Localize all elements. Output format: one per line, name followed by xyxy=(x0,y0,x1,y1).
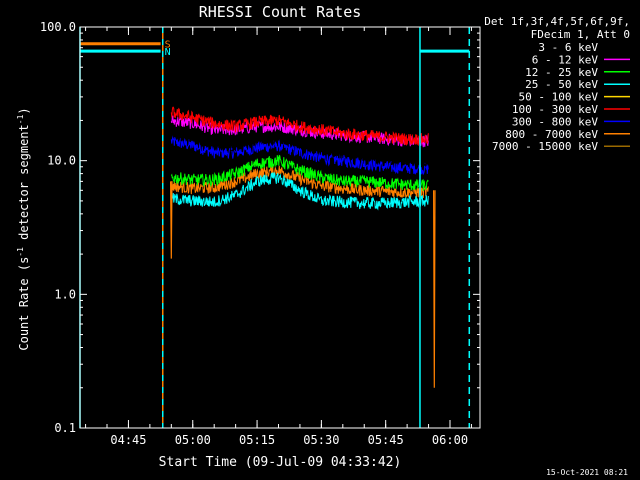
series-line xyxy=(170,135,429,176)
y-axis-label: Count Rate (s-1 detector segment-1) xyxy=(16,107,31,350)
x-tick-label: 05:15 xyxy=(239,433,275,447)
legend-label: 6 - 12 keV xyxy=(532,53,599,66)
series-layer xyxy=(170,106,436,388)
legend-header-line-2: FDecim 1, Att 0 xyxy=(531,28,630,41)
y-tick-label: 10.0 xyxy=(47,154,76,168)
series-line xyxy=(170,172,429,211)
y-axis-ticks: 0.1 1.0 10.0 100.0 xyxy=(40,20,480,435)
series-line xyxy=(170,154,429,192)
x-tick-label: 04:45 xyxy=(110,433,146,447)
legend-label: 12 - 25 keV xyxy=(525,66,598,79)
x-tick-label: 05:45 xyxy=(368,433,404,447)
y-tick-label: 0.1 xyxy=(54,421,76,435)
legend-label: 800 - 7000 keV xyxy=(505,128,598,141)
legend-header-line-1: Det 1f,3f,4f,5f,6f,9f, xyxy=(484,15,630,28)
x-tick-label: 06:00 xyxy=(432,433,468,447)
legend-label: 50 - 100 keV xyxy=(519,91,599,104)
x-axis-ticks: 04:45 05:00 05:15 05:30 05:45 06:00 xyxy=(85,27,472,447)
x-axis-label: Start Time (09-Jul-09 04:33:42) xyxy=(159,455,402,470)
x-tick-label: 05:30 xyxy=(303,433,339,447)
legend-label: 25 - 50 keV xyxy=(525,78,598,91)
dropout-spike xyxy=(433,190,436,388)
legend: Det 1f,3f,4f,5f,6f,9f, FDecim 1, Att 0 3… xyxy=(484,15,630,153)
legend-label: 7000 - 15000 keV xyxy=(492,140,598,153)
state-bar-label: S xyxy=(165,40,171,51)
y-tick-label: 100.0 xyxy=(40,20,76,34)
chart-title: RHESSI Count Rates xyxy=(199,3,362,21)
plot-frame xyxy=(79,26,481,429)
legend-label: 3 - 6 keV xyxy=(538,41,598,54)
generation-timestamp: 15-Oct-2021 08:21 xyxy=(546,468,628,477)
series-line xyxy=(170,106,429,147)
y-tick-label: 1.0 xyxy=(54,287,76,301)
series-line xyxy=(170,128,429,168)
state-bar-label: N xyxy=(165,47,171,58)
legend-label: 300 - 800 keV xyxy=(512,115,598,128)
dropout-spike xyxy=(170,181,173,259)
legend-label: 100 - 300 keV xyxy=(512,103,598,116)
x-tick-label: 05:00 xyxy=(175,433,211,447)
attenuator-bars: SN xyxy=(80,40,470,58)
